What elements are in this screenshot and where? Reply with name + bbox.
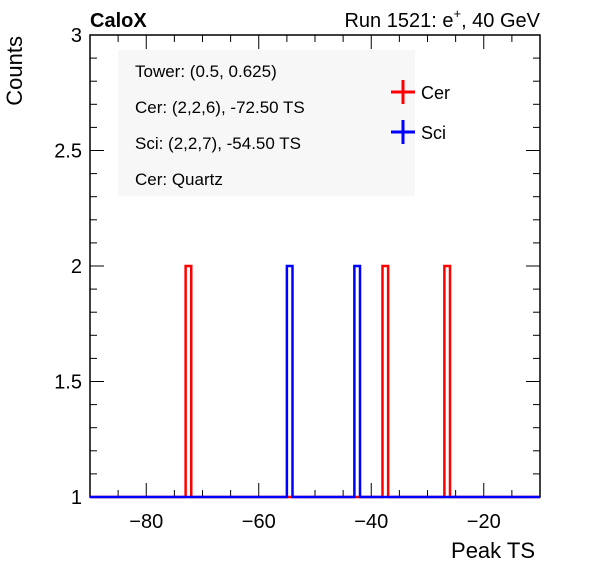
x-tick-label: −20 bbox=[467, 511, 501, 533]
y-tick-label: 1.5 bbox=[54, 372, 82, 394]
legend-label-sci: Sci bbox=[421, 123, 446, 143]
y-axis-ticks: 1 1.5 2 2.5 3 bbox=[54, 25, 540, 509]
series-group bbox=[90, 264, 540, 499]
y-tick-label: 2.5 bbox=[54, 141, 82, 163]
run-label: Run 1521: e+, 40 GeV bbox=[344, 6, 540, 32]
y-tick-label: 1 bbox=[71, 487, 82, 509]
run-label-sup: + bbox=[453, 6, 461, 21]
info-lines: Tower: (0.5, 0.625) Cer: (2,2,6), -72.50 … bbox=[135, 62, 305, 189]
run-label-energy: , 40 GeV bbox=[461, 10, 541, 32]
legend: Cer Sci bbox=[391, 80, 450, 144]
x-tick-label: −40 bbox=[354, 511, 388, 533]
info-line: Sci: (2,2,7), -54.50 TS bbox=[135, 134, 301, 153]
info-box bbox=[118, 50, 415, 196]
info-line: Cer: Quartz bbox=[135, 170, 223, 189]
experiment-label: CaloX bbox=[90, 10, 147, 32]
x-axis-title: Peak TS bbox=[451, 538, 535, 563]
info-line: Cer: (2,2,6), -72.50 TS bbox=[135, 98, 305, 117]
x-tick-label: −60 bbox=[242, 511, 276, 533]
y-tick-label: 3 bbox=[71, 25, 82, 47]
series-sci-line bbox=[90, 264, 540, 499]
y-axis-title: Counts bbox=[2, 36, 27, 106]
y-tick-label: 2 bbox=[71, 256, 82, 278]
x-axis-ticks: −80 −60 −40 −20 bbox=[89, 35, 541, 533]
legend-label-cer: Cer bbox=[421, 83, 450, 103]
run-label-main: Run 1521: e bbox=[344, 10, 453, 32]
x-tick-label: −80 bbox=[129, 511, 163, 533]
info-line: Tower: (0.5, 0.625) bbox=[135, 62, 277, 81]
series-cer-line bbox=[90, 264, 540, 499]
